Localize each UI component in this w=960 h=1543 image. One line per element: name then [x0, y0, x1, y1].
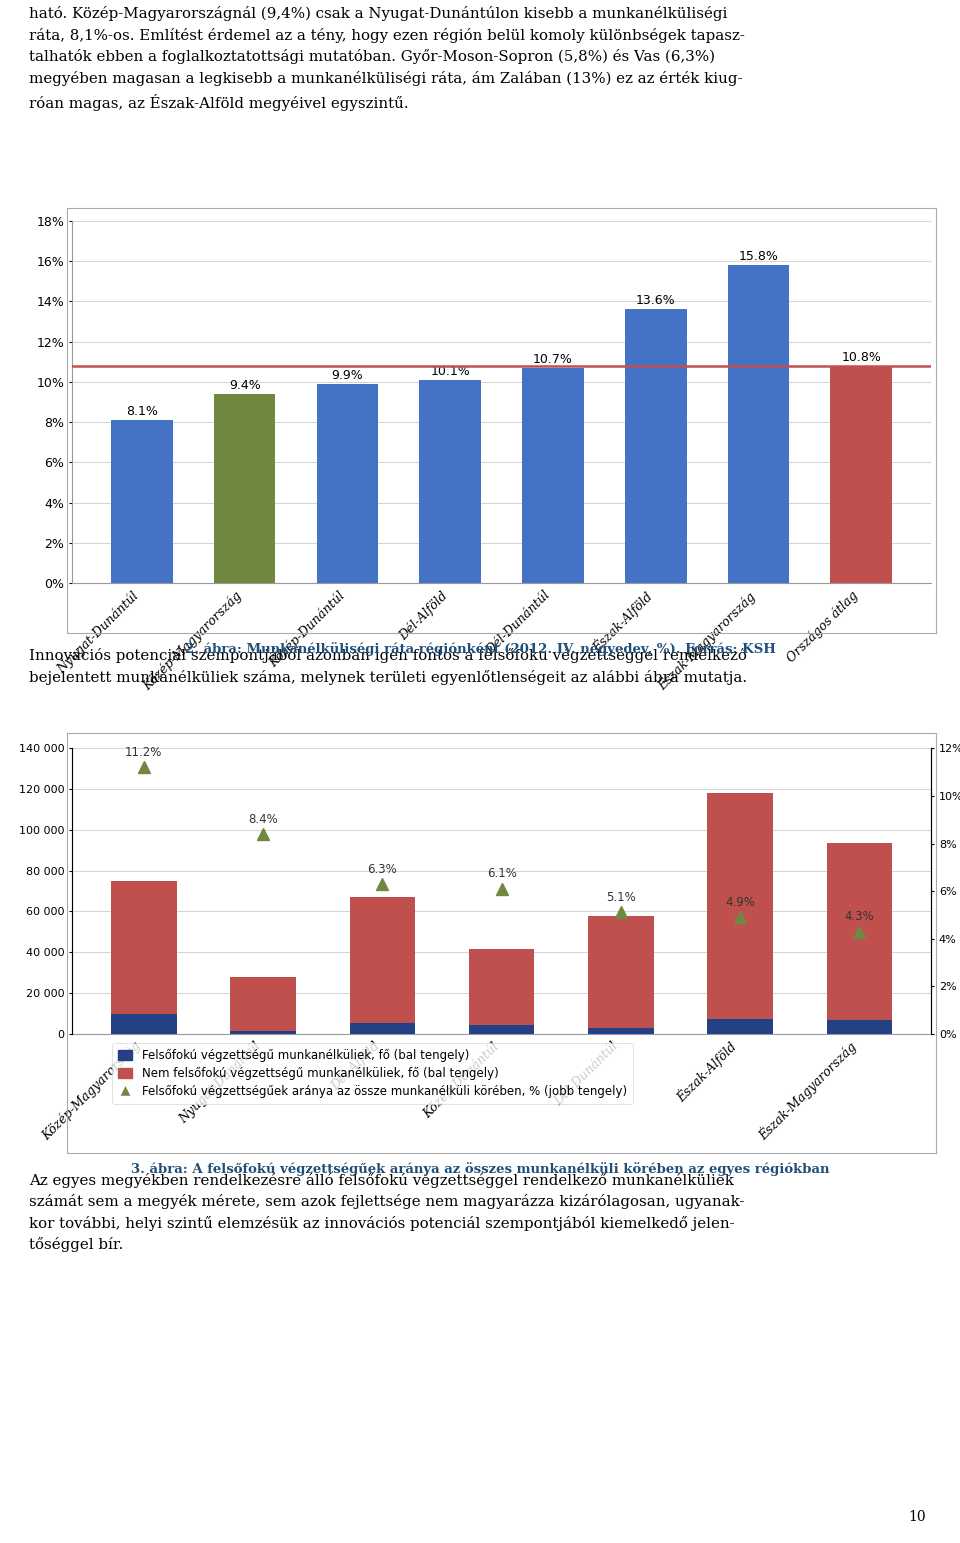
- Bar: [111, 1014, 177, 1034]
- Text: 10.7%: 10.7%: [533, 353, 573, 366]
- Text: 13.6%: 13.6%: [636, 295, 676, 307]
- Bar: [728, 265, 789, 583]
- Text: 10: 10: [909, 1511, 926, 1524]
- Bar: [827, 842, 892, 1034]
- Text: 4.3%: 4.3%: [845, 910, 875, 923]
- Bar: [468, 1025, 535, 1034]
- Bar: [827, 1020, 892, 1034]
- Bar: [317, 384, 378, 583]
- Bar: [708, 1018, 773, 1034]
- Text: 15.8%: 15.8%: [738, 250, 779, 262]
- Bar: [230, 1031, 296, 1034]
- Bar: [522, 367, 584, 583]
- Bar: [111, 881, 177, 1034]
- Text: 9.4%: 9.4%: [228, 380, 260, 392]
- Bar: [708, 793, 773, 1034]
- Text: 5.1%: 5.1%: [606, 892, 636, 904]
- Text: 3. ábra: A felsőfokú végzettségűek aránya az összes munkanélküli körében az egye: 3. ábra: A felsőfokú végzettségűek arány…: [131, 1162, 829, 1176]
- Bar: [230, 977, 296, 1034]
- Text: 6.3%: 6.3%: [368, 863, 397, 875]
- Bar: [625, 309, 686, 583]
- Bar: [420, 380, 481, 583]
- Text: 4.9%: 4.9%: [725, 896, 755, 909]
- Text: Az egyes megyékben rendelkezésre álló felsőfokú végzettséggel rendelkező munkané: Az egyes megyékben rendelkezésre álló fe…: [29, 1173, 744, 1253]
- Bar: [349, 896, 415, 1034]
- Text: 8.1%: 8.1%: [126, 406, 157, 418]
- Bar: [830, 366, 892, 583]
- Text: 8.4%: 8.4%: [249, 813, 278, 826]
- Text: 10.1%: 10.1%: [430, 364, 470, 378]
- Bar: [588, 1028, 654, 1034]
- Text: Innovációs potenciál szempontjából azonban igen fontos a felsőfokú végzettséggel: Innovációs potenciál szempontjából azonb…: [29, 648, 747, 685]
- Text: 10.8%: 10.8%: [841, 350, 881, 364]
- Bar: [214, 393, 276, 583]
- Text: 9.9%: 9.9%: [331, 369, 363, 381]
- Text: ható. Közép-Magyarországnál (9,4%) csak a Nyugat-Dunántúlon kisebb a munkanélkül: ható. Közép-Magyarországnál (9,4%) csak …: [29, 6, 745, 111]
- Text: 11.2%: 11.2%: [125, 747, 162, 759]
- Bar: [111, 420, 173, 583]
- Bar: [468, 949, 535, 1034]
- Text: 2. ábra: Munkanélküliségi ráta régiónként (2012. IV. negyedev, %). Forrás: KSH: 2. ábra: Munkanélküliségi ráta régiónkén…: [184, 642, 776, 656]
- Bar: [349, 1023, 415, 1034]
- Text: 6.1%: 6.1%: [487, 867, 516, 881]
- Bar: [588, 915, 654, 1034]
- Legend: Felsőfokú végzettségű munkanélküliek, fő (bal tengely), Nem felsőfokú végzettség: Felsőfokú végzettségű munkanélküliek, fő…: [112, 1043, 633, 1103]
